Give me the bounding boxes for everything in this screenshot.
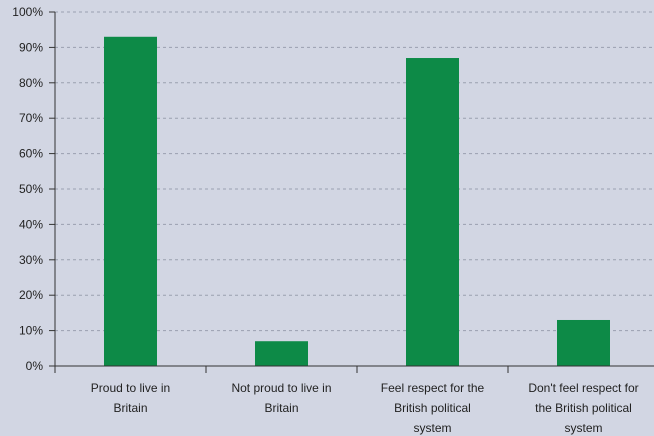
bar [406,58,459,367]
y-tick-label: 60% [19,147,43,161]
x-category-label: Don't feel respect for the British politi… [528,381,638,435]
x-category-label-line: Britain [113,401,147,415]
y-tick-label: 0% [26,359,44,373]
x-category-label: Not proud to live in Britain [231,381,331,415]
bars [104,36,610,367]
axes [49,11,654,373]
x-category-label-line: system [413,421,451,435]
x-category-label-line: Not proud to live in [231,381,331,395]
x-category-label-line: the British political [535,401,632,415]
y-tick-label: 40% [19,217,43,231]
x-category-label-line: Britain [264,401,298,415]
gridlines [55,11,654,332]
x-category-label: Feel respect for the British political sys… [381,381,485,435]
y-tick-label: 10% [19,324,43,338]
y-tick-label: 90% [19,40,43,54]
labels: 0% 10% 20% 30% 40% 50% 60% 70% 80% 90% 100% Proud t… [12,5,638,435]
x-category-label: Proud to live in Britain [91,381,170,415]
y-tick-label: 100% [12,5,43,19]
bar [104,36,157,366]
x-category-label-line: British political [394,401,471,415]
x-category-label-line: Feel respect for the [381,381,485,395]
y-tick-label: 30% [19,253,43,267]
bar [557,319,610,366]
y-tick-label: 50% [19,182,43,196]
bar [255,341,308,366]
y-tick-label: 80% [19,76,43,90]
x-category-label-line: Don't feel respect for [528,381,638,395]
y-tick-label: 20% [19,288,43,302]
x-category-label-line: system [564,421,602,435]
y-tick-label: 70% [19,111,43,125]
x-category-label-line: Proud to live in [91,381,170,395]
